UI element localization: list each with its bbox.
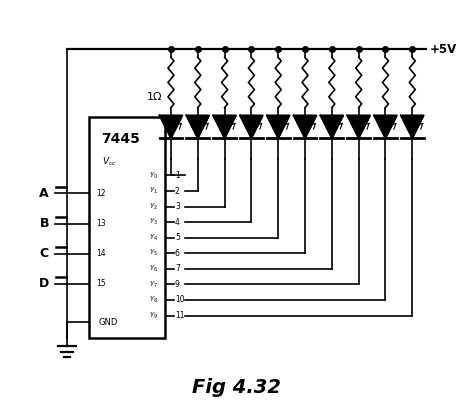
Text: C: C bbox=[40, 247, 49, 260]
Text: $Y_{8}$: $Y_{8}$ bbox=[149, 295, 158, 305]
Text: 15: 15 bbox=[96, 279, 105, 288]
Text: 7445: 7445 bbox=[101, 133, 140, 146]
Text: +5V: +5V bbox=[429, 43, 457, 56]
Text: $Y_{6}$: $Y_{6}$ bbox=[149, 264, 158, 274]
Text: $Y_{0}$: $Y_{0}$ bbox=[149, 170, 158, 181]
Polygon shape bbox=[213, 115, 236, 138]
Polygon shape bbox=[267, 115, 290, 138]
Text: 11: 11 bbox=[175, 311, 184, 320]
Text: $Y_{4}$: $Y_{4}$ bbox=[149, 233, 158, 243]
Text: $Y_{2}$: $Y_{2}$ bbox=[149, 202, 158, 212]
Text: 1: 1 bbox=[175, 171, 180, 180]
Text: 14: 14 bbox=[96, 249, 105, 258]
Text: $Y_{3}$: $Y_{3}$ bbox=[149, 217, 158, 227]
Text: GND: GND bbox=[99, 318, 118, 327]
Polygon shape bbox=[320, 115, 343, 138]
Text: $Y_{9}$: $Y_{9}$ bbox=[149, 310, 158, 321]
Text: 1Ω: 1Ω bbox=[146, 92, 162, 102]
Text: 2: 2 bbox=[175, 187, 180, 195]
Text: D: D bbox=[39, 277, 49, 290]
Polygon shape bbox=[240, 115, 263, 138]
Text: A: A bbox=[39, 187, 49, 200]
Polygon shape bbox=[186, 115, 209, 138]
Text: 9: 9 bbox=[175, 280, 180, 289]
Text: $Y_{7}$: $Y_{7}$ bbox=[149, 279, 158, 289]
Text: $V_{cc}$: $V_{cc}$ bbox=[102, 155, 117, 168]
Polygon shape bbox=[347, 115, 370, 138]
Text: 12: 12 bbox=[96, 189, 105, 198]
Polygon shape bbox=[374, 115, 397, 138]
Text: B: B bbox=[39, 217, 49, 230]
Text: 10: 10 bbox=[175, 295, 184, 305]
Text: $Y_{5}$: $Y_{5}$ bbox=[149, 248, 158, 258]
Text: Fig 4.32: Fig 4.32 bbox=[192, 378, 282, 397]
Text: 4: 4 bbox=[175, 218, 180, 226]
Polygon shape bbox=[401, 115, 424, 138]
Text: 13: 13 bbox=[96, 219, 105, 228]
Text: 3: 3 bbox=[175, 202, 180, 211]
Bar bbox=[89, 117, 165, 338]
Text: 7: 7 bbox=[175, 264, 180, 273]
Text: $Y_{1}$: $Y_{1}$ bbox=[149, 186, 158, 196]
Text: 5: 5 bbox=[175, 233, 180, 242]
Polygon shape bbox=[160, 115, 182, 138]
Text: 6: 6 bbox=[175, 249, 180, 258]
Polygon shape bbox=[293, 115, 317, 138]
